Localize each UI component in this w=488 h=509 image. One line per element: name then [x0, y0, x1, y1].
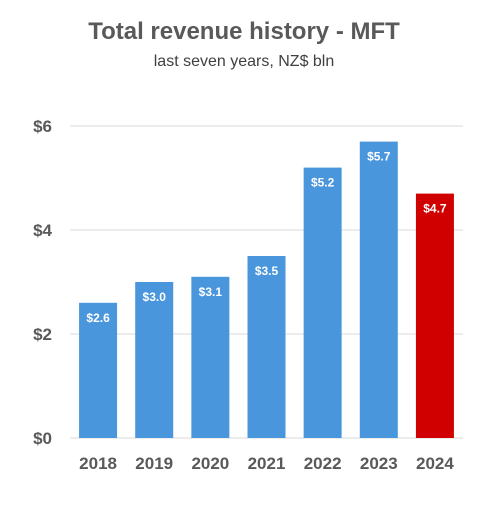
bar	[135, 282, 174, 438]
x-tick-label: 2020	[191, 454, 229, 473]
data-label: $2.6	[86, 311, 110, 325]
x-tick-label: 2022	[304, 454, 342, 473]
data-label: $3.1	[199, 285, 223, 299]
bar	[415, 193, 454, 438]
y-tick-label: $4	[33, 221, 52, 240]
bar	[191, 276, 230, 438]
x-tick-label: 2018	[79, 454, 117, 473]
bar	[359, 141, 398, 438]
bar	[79, 302, 118, 438]
x-tick-label: 2021	[248, 454, 286, 473]
data-label: $3.0	[143, 290, 167, 304]
x-tick-label: 2019	[135, 454, 173, 473]
data-label: $5.7	[367, 150, 391, 164]
data-label: $3.5	[255, 264, 279, 278]
y-tick-label: $0	[33, 429, 52, 448]
data-label: $4.7	[423, 202, 447, 216]
data-label: $5.2	[311, 176, 335, 190]
bar	[303, 167, 342, 438]
chart-subtitle: last seven years, NZ$ bln	[153, 53, 335, 70]
x-tick-label: 2023	[360, 454, 398, 473]
y-tick-label: $2	[33, 325, 52, 344]
y-tick-label: $6	[33, 117, 52, 136]
bar	[247, 256, 286, 438]
chart-title: Total revenue history - MFT	[88, 18, 400, 45]
x-tick-label: 2024	[416, 454, 454, 473]
